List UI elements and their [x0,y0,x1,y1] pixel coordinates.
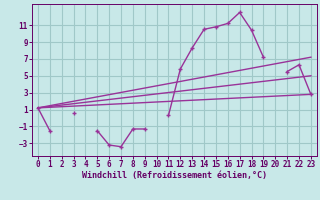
X-axis label: Windchill (Refroidissement éolien,°C): Windchill (Refroidissement éolien,°C) [82,171,267,180]
